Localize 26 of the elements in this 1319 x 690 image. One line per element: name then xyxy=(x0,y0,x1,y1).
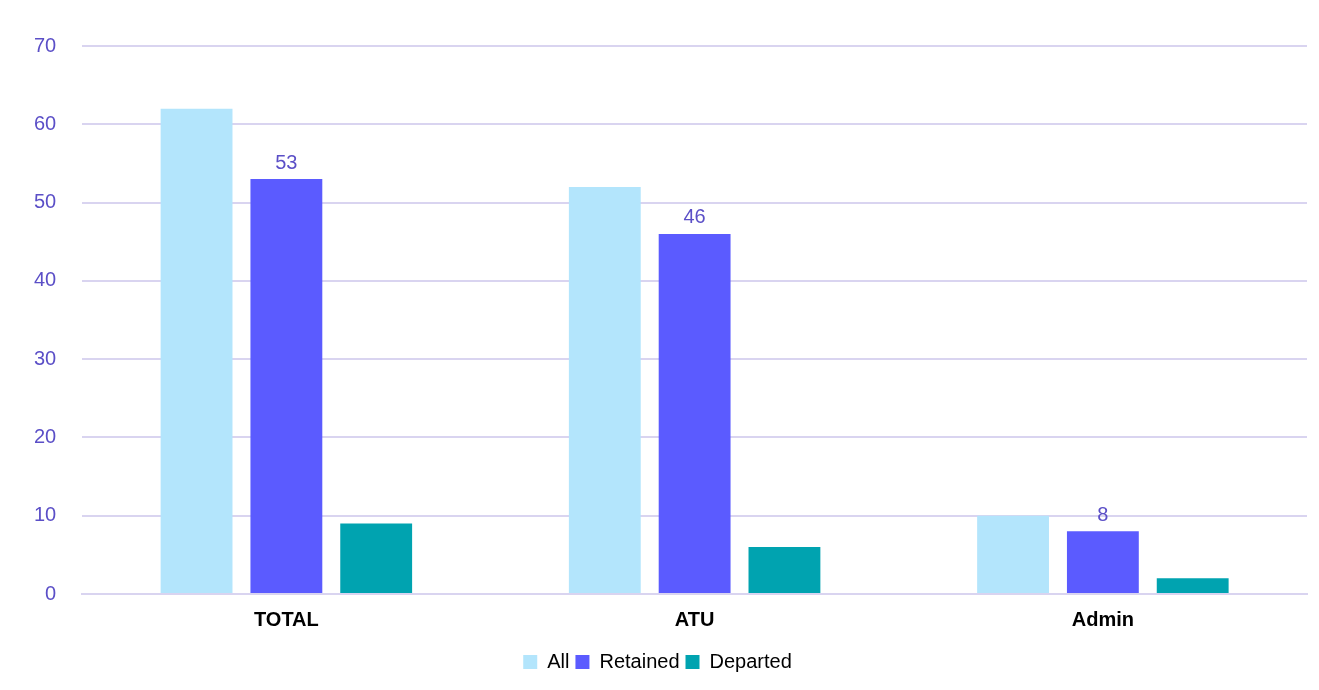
y-tick-label: 70 xyxy=(34,33,57,56)
legend-label: Departed xyxy=(709,649,792,672)
x-tick-label: ATU xyxy=(674,607,715,630)
y-tick-label: 0 xyxy=(45,581,57,604)
x-tick-label: TOTAL xyxy=(253,607,319,630)
bar xyxy=(568,186,641,593)
y-tick-label: 50 xyxy=(34,190,57,213)
y-tick-label: 20 xyxy=(34,424,57,447)
bar xyxy=(250,179,323,593)
bar xyxy=(160,108,233,593)
bar xyxy=(1066,531,1139,593)
data-label: 53 xyxy=(275,150,298,173)
legend-label: All xyxy=(547,649,570,672)
legend-label: Retained xyxy=(599,649,680,672)
y-tick-label: 60 xyxy=(34,111,57,134)
y-tick-label: 40 xyxy=(34,268,57,291)
x-tick-label: Admin xyxy=(1071,607,1134,630)
data-label: 8 xyxy=(1097,502,1109,525)
bar xyxy=(658,233,731,593)
bar xyxy=(977,515,1049,593)
data-label: 46 xyxy=(683,205,706,228)
bar xyxy=(1156,578,1229,593)
y-tick-label: 10 xyxy=(34,503,57,526)
bar xyxy=(340,523,413,593)
y-tick-label: 30 xyxy=(34,346,57,369)
bar xyxy=(748,547,821,593)
